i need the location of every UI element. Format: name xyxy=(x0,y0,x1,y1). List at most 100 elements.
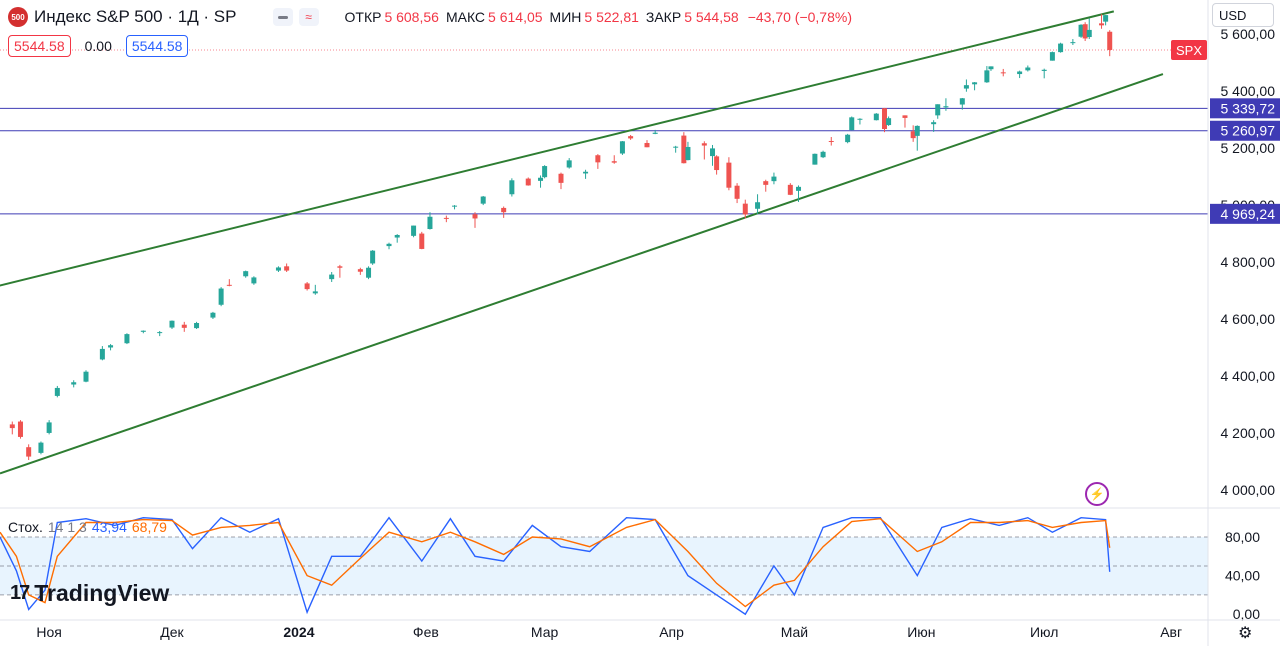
currency-select[interactable]: USD xyxy=(1212,3,1274,27)
candle-body[interactable] xyxy=(857,118,863,120)
candle-body[interactable] xyxy=(251,277,257,284)
candle-body[interactable] xyxy=(734,185,740,199)
candle-body[interactable] xyxy=(1078,24,1084,37)
candle-body[interactable] xyxy=(558,173,564,183)
candle-body[interactable] xyxy=(681,135,687,164)
candle-body[interactable] xyxy=(140,330,146,332)
candle-body[interactable] xyxy=(366,267,372,278)
candle-body[interactable] xyxy=(443,217,449,219)
candle-body[interactable] xyxy=(1103,15,1109,22)
candle-body[interactable] xyxy=(685,146,691,161)
candle-body[interactable] xyxy=(988,66,994,70)
candle-body[interactable] xyxy=(210,312,216,318)
candle-body[interactable] xyxy=(1082,24,1088,39)
candle-body[interactable] xyxy=(1099,23,1105,26)
candle-body[interactable] xyxy=(284,266,290,271)
candle-body[interactable] xyxy=(99,348,105,360)
channel-trend-line[interactable] xyxy=(0,10,1115,290)
candle-body[interactable] xyxy=(108,345,114,348)
channel-trend-line[interactable] xyxy=(0,73,1164,475)
level-tag[interactable] xyxy=(1210,120,1280,141)
candle-body[interactable] xyxy=(935,104,941,116)
sell-price-button[interactable]: 5544.58 xyxy=(8,35,71,57)
candle-body[interactable] xyxy=(611,161,617,163)
stoch-k-line[interactable] xyxy=(0,516,1111,616)
candle-body[interactable] xyxy=(38,442,44,453)
level-tag[interactable] xyxy=(1210,203,1280,224)
candle-body[interactable] xyxy=(480,196,486,204)
candle-body[interactable] xyxy=(595,155,601,163)
candle-body[interactable] xyxy=(742,203,748,215)
candle-body[interactable] xyxy=(124,334,130,344)
candle-body[interactable] xyxy=(1107,31,1113,50)
candle-body[interactable] xyxy=(701,143,707,146)
tradingview-logo[interactable]: 17 TradingView xyxy=(10,580,169,607)
candle-body[interactable] xyxy=(914,125,920,136)
candle-body[interactable] xyxy=(226,284,232,286)
candle-body[interactable] xyxy=(194,322,200,329)
level-tag[interactable] xyxy=(1210,98,1280,119)
candle-body[interactable] xyxy=(46,422,52,433)
candle-body[interactable] xyxy=(386,243,392,247)
candle-body[interactable] xyxy=(845,134,851,143)
candle-body[interactable] xyxy=(1049,52,1055,61)
price-axis[interactable]: 5 600,005 400,005 200,005 000,004 800,00… xyxy=(1210,26,1280,622)
candle-body[interactable] xyxy=(181,324,187,328)
stochastic-pane[interactable] xyxy=(0,516,1208,616)
candle-body[interactable] xyxy=(943,106,949,108)
candle-body[interactable] xyxy=(427,216,433,230)
candle-body[interactable] xyxy=(275,267,281,271)
candle-body[interactable] xyxy=(157,332,163,334)
settings-icon[interactable]: ⚙ xyxy=(1238,625,1253,642)
candle-body[interactable] xyxy=(17,421,23,437)
candle-body[interactable] xyxy=(1086,29,1092,38)
candle-body[interactable] xyxy=(525,178,531,186)
candle-body[interactable] xyxy=(619,141,625,154)
candle-body[interactable] xyxy=(1058,43,1064,53)
flash-icon[interactable]: ⚡ xyxy=(1085,482,1109,506)
candle-body[interactable] xyxy=(26,447,32,457)
candle-body[interactable] xyxy=(1041,69,1047,71)
candle-body[interactable] xyxy=(312,291,318,294)
candle-body[interactable] xyxy=(243,271,249,277)
candle-body[interactable] xyxy=(357,269,363,272)
candle-body[interactable] xyxy=(652,132,658,134)
candle-body[interactable] xyxy=(452,205,458,207)
candle-body[interactable] xyxy=(411,225,417,236)
candle-body[interactable] xyxy=(628,136,634,139)
candle-body[interactable] xyxy=(542,166,548,178)
candle-body[interactable] xyxy=(931,122,937,125)
candle-body[interactable] xyxy=(9,424,15,429)
candle-body[interactable] xyxy=(394,234,400,238)
candle-body[interactable] xyxy=(419,233,425,249)
candle-body[interactable] xyxy=(583,171,589,174)
candle-body[interactable] xyxy=(849,117,855,131)
candle-body[interactable] xyxy=(726,162,732,188)
candle-body[interactable] xyxy=(984,70,990,83)
candle-body[interactable] xyxy=(71,382,77,385)
candle-body[interactable] xyxy=(771,176,777,182)
candle-body[interactable] xyxy=(963,85,969,89)
candle-body[interactable] xyxy=(755,202,761,209)
candle-body[interactable] xyxy=(501,207,507,213)
candle-body[interactable] xyxy=(714,156,720,171)
candle-body[interactable] xyxy=(886,118,892,126)
candle-body[interactable] xyxy=(763,181,769,185)
compare-button[interactable]: ≈ xyxy=(298,8,319,26)
hide-legend-button[interactable] xyxy=(272,8,293,26)
candle-body[interactable] xyxy=(644,142,650,148)
candle-body[interactable] xyxy=(566,160,572,168)
stoch-legend[interactable]: Стох. 14 1 3 43,94 68,79 xyxy=(8,519,167,535)
candle-body[interactable] xyxy=(902,115,908,118)
candle-body[interactable] xyxy=(787,184,793,195)
candle-body[interactable] xyxy=(673,146,679,148)
symbol-price-tag[interactable] xyxy=(1171,39,1207,60)
candle-body[interactable] xyxy=(472,214,478,219)
candle-body[interactable] xyxy=(882,108,888,130)
candle-body[interactable] xyxy=(710,148,716,157)
candle-body[interactable] xyxy=(972,82,978,85)
candle-body[interactable] xyxy=(304,283,310,290)
candle-body[interactable] xyxy=(169,320,175,328)
candle-body[interactable] xyxy=(959,98,965,105)
